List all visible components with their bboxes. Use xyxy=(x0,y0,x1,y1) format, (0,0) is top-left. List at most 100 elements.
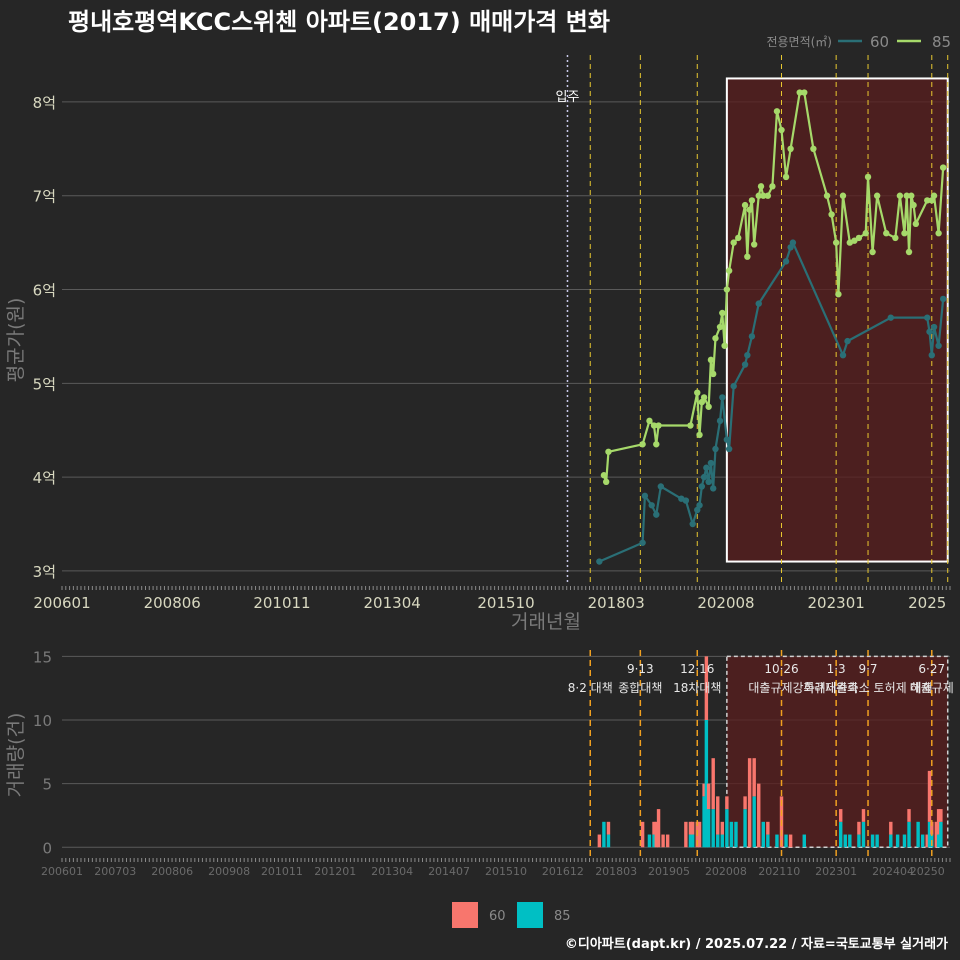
data-point-85 xyxy=(939,164,947,171)
bar-85 xyxy=(734,821,738,848)
data-point-60 xyxy=(744,351,751,359)
legend-label-60: 60 xyxy=(870,33,889,51)
data-point-85 xyxy=(855,234,863,242)
bar-60 xyxy=(927,770,932,822)
legend-swatch-60 xyxy=(452,902,478,928)
data-point-85 xyxy=(741,201,749,209)
data-point-60 xyxy=(723,436,731,443)
data-point-85 xyxy=(903,192,910,199)
bar-60 xyxy=(704,656,709,720)
x-tick-label: 201407 xyxy=(428,865,470,878)
bar-60 xyxy=(936,809,941,835)
data-point-60 xyxy=(839,351,847,359)
data-point-85 xyxy=(712,335,719,342)
policy-name: 종합대책 xyxy=(618,680,662,695)
bar-60 xyxy=(861,809,866,822)
x-tick-label: 202301 xyxy=(815,865,857,878)
y-axis-title: 거래량(건) xyxy=(5,713,27,798)
policy-name: 8·2 대책 xyxy=(568,680,613,695)
bar-85 xyxy=(647,834,652,848)
bar-85 xyxy=(939,821,943,848)
bar-85 xyxy=(857,834,861,848)
data-point-60 xyxy=(698,483,706,490)
bar-60 xyxy=(656,809,661,848)
legend-swatch-85 xyxy=(517,902,543,928)
x-tick-label: 200806 xyxy=(144,594,201,612)
data-point-85 xyxy=(650,422,658,429)
x-tick-label: 202110 xyxy=(758,865,800,878)
data-point-60 xyxy=(755,300,762,307)
x-tick-label: 201803 xyxy=(595,865,637,878)
bar-60 xyxy=(652,821,656,835)
data-point-85 xyxy=(801,89,808,96)
bar-85 xyxy=(702,796,706,848)
data-point-60 xyxy=(926,328,933,335)
data-point-60 xyxy=(935,342,942,349)
policy-date: 12·16 xyxy=(680,662,714,676)
data-point-60 xyxy=(682,497,690,504)
x-tick-label: 200703 xyxy=(94,865,136,878)
legend-title: 전용면적(㎡) xyxy=(766,35,832,49)
data-point-85 xyxy=(757,183,765,190)
bar-60 xyxy=(711,758,715,810)
bar-85 xyxy=(848,834,852,848)
bar-60 xyxy=(661,834,665,848)
bar-85 xyxy=(843,834,847,848)
policy-name: 18차대책 xyxy=(673,680,721,695)
bar-85 xyxy=(704,720,709,848)
data-point-85 xyxy=(901,230,908,237)
bar-60 xyxy=(654,821,658,848)
data-point-85 xyxy=(719,309,726,317)
data-point-85 xyxy=(912,220,920,228)
y-axis-title: 평균가(원) xyxy=(5,298,27,383)
chart-title: 평내호평역KCC스위첸 아파트(2017) 매매가격 변화 xyxy=(68,8,610,36)
legend-label-60: 60 xyxy=(489,909,506,924)
data-point-60 xyxy=(696,502,703,509)
data-point-60 xyxy=(939,295,947,303)
bar-85 xyxy=(775,834,779,848)
data-point-85 xyxy=(835,291,842,298)
data-point-85 xyxy=(760,192,767,199)
data-point-85 xyxy=(707,356,715,364)
data-point-60 xyxy=(639,539,646,546)
data-point-85 xyxy=(755,192,762,199)
x-tick-label: 201201 xyxy=(314,865,356,878)
data-point-60 xyxy=(703,464,710,471)
x-tick-label: 201011 xyxy=(253,594,310,612)
data-point-60 xyxy=(712,445,719,453)
bar-85 xyxy=(870,834,875,848)
bar-85 xyxy=(691,834,695,848)
data-point-60 xyxy=(725,445,733,453)
data-point-60 xyxy=(707,459,715,467)
data-point-85 xyxy=(723,286,731,293)
data-point-85 xyxy=(782,173,790,181)
bar-85 xyxy=(606,834,611,848)
data-point-85 xyxy=(764,192,772,199)
bar-60 xyxy=(716,796,720,835)
x-tick-label: 201803 xyxy=(588,594,645,612)
policy-date: 10·26 xyxy=(764,662,798,676)
data-point-60 xyxy=(887,314,894,321)
volume-chart: 0 5 10 15 거래량(건) 8·2 대책 9·13 종합대책 12·16 18차대책 10·2… xyxy=(5,648,954,878)
y-tick-label: 8억 xyxy=(33,94,56,112)
bar-60 xyxy=(788,834,793,848)
highlight-box xyxy=(726,655,949,849)
bar-60 xyxy=(747,758,752,848)
data-point-85 xyxy=(864,173,872,181)
bar-85 xyxy=(688,834,693,848)
bar-85 xyxy=(761,821,765,848)
bar-85 xyxy=(602,821,606,848)
data-point-85 xyxy=(605,448,612,455)
bar-60 xyxy=(930,821,934,835)
data-point-85 xyxy=(716,323,724,331)
data-point-85 xyxy=(896,192,904,199)
data-point-85 xyxy=(744,253,751,260)
x-tick-label: 201612 xyxy=(542,865,584,878)
data-point-60 xyxy=(596,558,603,565)
bar-85 xyxy=(711,809,715,848)
policy-date: 6·27 xyxy=(918,662,945,676)
data-point-85 xyxy=(935,230,942,237)
data-point-85 xyxy=(700,394,708,401)
x-tick-label: 200806 xyxy=(151,865,193,878)
